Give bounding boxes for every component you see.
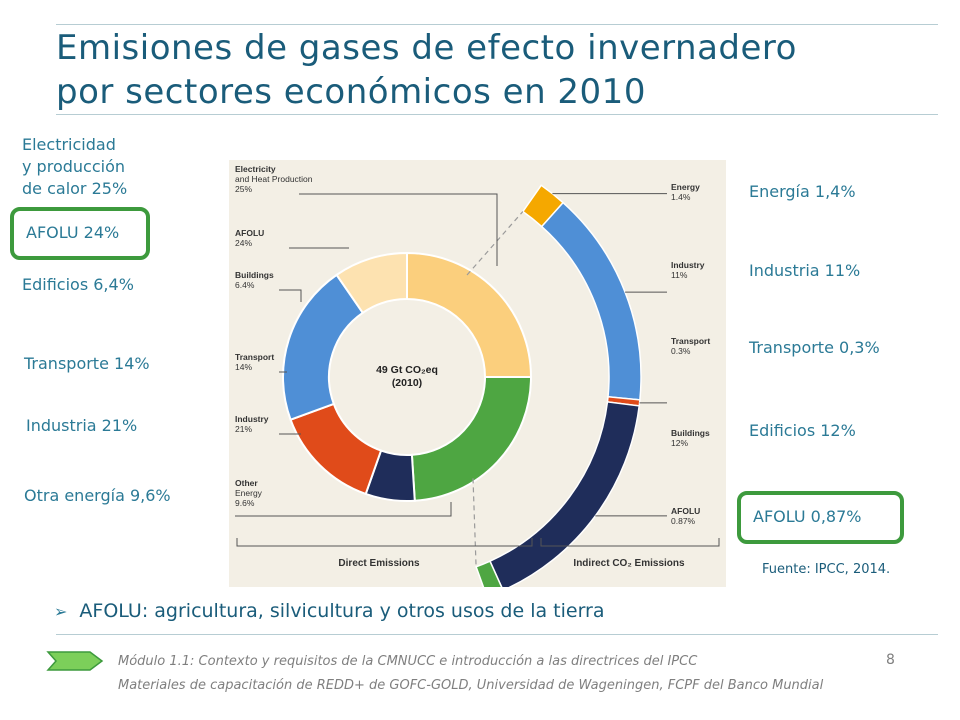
label-industry-indirect: Industria 11% (749, 261, 861, 280)
direct-label-electricity: Electricity and Heat Production 25% (235, 164, 313, 194)
source-note: Fuente: IPCC, 2014. (762, 562, 891, 577)
indirect-label-industry: Industry 11% (671, 260, 705, 280)
indirect-label-energy: Energy 1.4% (671, 182, 700, 202)
direct-slice-transport (289, 402, 383, 496)
connector-dashed-top (466, 211, 524, 276)
leader-direct-2 (279, 289, 302, 302)
label-electricity-l3: de calor 25% (22, 179, 128, 198)
label-industry: Industria 21% (26, 416, 138, 435)
label-buildings-indirect: Edificios 12% (749, 421, 856, 440)
title-rule (56, 114, 938, 115)
footer-line-2: Materiales de capacitación de REDD+ de G… (118, 678, 824, 693)
indirect-label-transport: Transport 0.3% (671, 336, 710, 356)
direct-slice-other-energy (335, 251, 408, 315)
title-line-1: Emisiones de gases de efecto invernadero (56, 28, 797, 68)
indirect-bracket (540, 538, 720, 547)
direct-label-other-energy: Other Energy 9.6% (235, 478, 263, 508)
label-afolu: AFOLU 24% (26, 223, 120, 242)
bullet-arrow-icon: ➢ (54, 602, 68, 621)
direct-slice-electricity (406, 251, 533, 378)
label-transport-indirect: Transporte 0,3% (749, 338, 880, 357)
label-energy-indirect: Energía 1,4% (749, 182, 856, 201)
center-label-l2: (2010) (392, 377, 422, 389)
leader-direct-5 (235, 502, 452, 517)
label-transport: Transporte 14% (24, 354, 150, 373)
leader-direct-0 (299, 193, 498, 266)
direct-slice-afolu (410, 376, 533, 502)
indirect-segment-afolu (475, 560, 503, 587)
label-electricity-l2: y producción (22, 157, 125, 176)
top-rule (56, 24, 938, 25)
connector-dashed-bottom (472, 478, 477, 567)
indirect-segment-industry (540, 201, 642, 401)
title-line-2: por sectores económicos en 2010 (56, 72, 646, 112)
indirect-label-afolu: AFOLU 0.87% (671, 506, 700, 526)
afolu-definition: ➢ AFOLU: agricultura, silvicultura y otro… (54, 598, 605, 625)
page-number: 8 (886, 652, 895, 668)
label-other-energy: Otra energía 9,6% (24, 486, 171, 505)
afolu-indirect-highlight-box (737, 491, 904, 544)
indirect-emissions-label: Indirect CO₂ Emissions (573, 558, 685, 569)
emissions-chart: Electricity and Heat Production 25% AFOLU 24… (235, 164, 720, 587)
chart-panel: Electricity and Heat Production 25% AFOLU 24… (229, 160, 726, 587)
direct-label-industry: Industry 21% (235, 414, 269, 434)
direct-label-afolu: AFOLU 24% (235, 228, 264, 248)
label-afolu-indirect: AFOLU 0,87% (753, 507, 862, 526)
direct-bracket (236, 538, 533, 547)
indirect-label-buildings: Buildings 12% (671, 428, 710, 448)
center-label-l1: 49 Gt CO₂eq (376, 364, 438, 376)
page-title: Emisiones de gases de efecto invernadero… (56, 26, 916, 114)
label-buildings: Edificios 6,4% (22, 275, 134, 294)
direct-emissions-label: Direct Emissions (338, 558, 420, 569)
label-electricity-l1: Electricidad (22, 135, 116, 154)
footer-line-1: Módulo 1.1: Contexto y requisitos de la … (118, 654, 698, 669)
direct-label-buildings: Buildings 6.4% (235, 270, 274, 290)
label-electricity: Electricidad y producción de calor 25% (22, 134, 127, 200)
direct-label-transport: Transport 14% (235, 352, 274, 372)
afolu-definition-text: AFOLU: agricultura, silvicultura y otros… (79, 600, 605, 622)
footer-arrow-icon (46, 651, 104, 671)
footer-rule (56, 634, 938, 635)
afolu-highlight-box (10, 207, 150, 260)
